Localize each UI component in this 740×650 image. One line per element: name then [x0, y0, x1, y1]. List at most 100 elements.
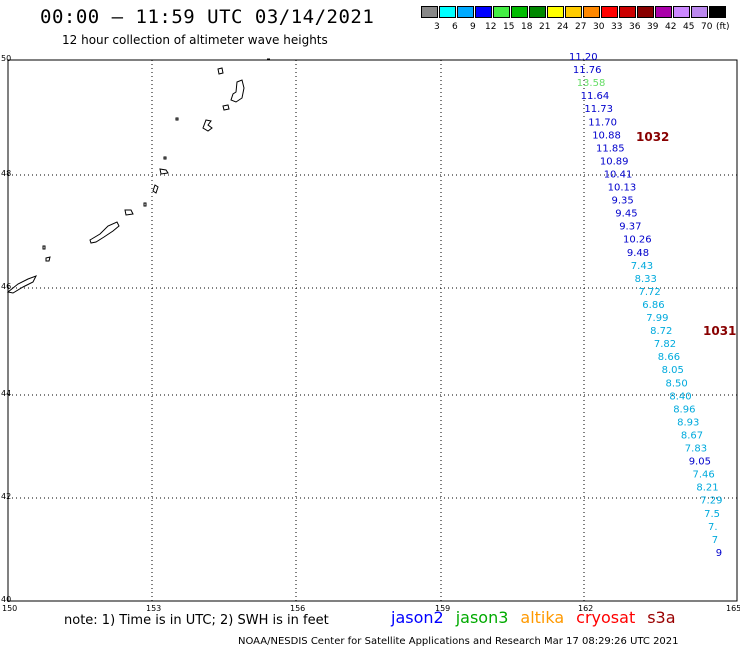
legend-swatch [421, 6, 438, 18]
wave-height-value: 11.64 [581, 91, 610, 102]
legend-label: 3 [434, 22, 440, 32]
longitude-label: 162 [578, 604, 593, 613]
legend-label: 39 [647, 22, 659, 32]
legend-label: 27 [575, 22, 587, 32]
longitude-label: 165 [726, 604, 740, 613]
legend-label: 45 [683, 22, 695, 32]
wave-height-value: 7.82 [654, 339, 676, 350]
latitude-label: 46 [1, 282, 11, 291]
wave-height-value: 7 [712, 535, 718, 546]
legend-label: 21 [539, 22, 551, 32]
legend-label: 30 [593, 22, 605, 32]
coast-island-7 [159, 168, 169, 175]
wave-height-value: 9.35 [612, 196, 634, 207]
legend-swatch [709, 6, 726, 18]
legend-swatch [457, 6, 474, 18]
legend-swatch [673, 6, 690, 18]
wave-height-value: 10.13 [608, 183, 637, 194]
map-title: 00:00 – 11:59 UTC 03/14/2021 [40, 6, 375, 28]
wave-height-value: 8.72 [650, 326, 672, 337]
coast-island-6 [163, 156, 167, 160]
mission-label: altika [520, 608, 565, 627]
coast-island-5 [175, 117, 179, 121]
color-legend: 3 6 9 12 15 18 21 24 27 30 33 36 39 42 45 70 (ft) [421, 6, 731, 36]
wave-height-value: 13.58 [577, 78, 606, 89]
coast-hokkaido-tip [6, 275, 38, 294]
wave-height-value: 8.33 [635, 274, 657, 285]
wave-height-value: 7.99 [646, 313, 668, 324]
legend-swatch [511, 6, 528, 18]
coast-island-11 [89, 221, 120, 244]
wave-height-value: 8.50 [666, 378, 688, 389]
wave-height-value: 11.76 [573, 65, 602, 76]
latitude-label: 50 [1, 54, 11, 63]
mission-label: jason2 [391, 608, 444, 627]
wave-height-value: 11.20 [569, 52, 598, 63]
wave-height-value: 10.26 [623, 235, 652, 246]
latitude-label: 48 [1, 169, 11, 178]
wave-height-value: 10.88 [592, 130, 621, 141]
longitude-label: 150 [2, 604, 17, 613]
coastline-kuril-islands [6, 58, 270, 294]
latitude-label: 44 [1, 389, 11, 398]
wave-height-value: 8.67 [681, 431, 703, 442]
longitude-label: 156 [290, 604, 305, 613]
wave-height-value: 9.48 [627, 248, 649, 259]
wave-height-value: 7.43 [631, 261, 653, 272]
coast-island-10 [124, 209, 134, 216]
wave-height-value: 11.85 [596, 143, 625, 154]
wave-height-value: 10.41 [604, 169, 633, 180]
legend-unit: (ft) [716, 22, 730, 32]
pressure-label: 1031 [703, 324, 736, 338]
longitude-label: 153 [146, 604, 161, 613]
wave-height-value: 9.05 [689, 457, 711, 468]
legend-swatch [655, 6, 672, 18]
wave-height-value: 9 [716, 548, 722, 559]
coast-island-2 [230, 79, 245, 103]
wave-height-value: 8.40 [669, 391, 691, 402]
legend-label: 42 [665, 22, 677, 32]
wave-height-value: 7. [708, 522, 718, 533]
legend-label: 9 [470, 22, 476, 32]
wave-height-value: 7.46 [693, 470, 715, 481]
legend-label: 6 [452, 22, 458, 32]
legend-swatch [547, 6, 564, 18]
wave-height-value: 9.45 [615, 209, 637, 220]
mission-legend: jason2 jason3 altika cryosat s3a [391, 608, 688, 627]
coast-island-8 [152, 184, 159, 194]
legend-swatch [637, 6, 654, 18]
coast-island-3 [222, 104, 230, 111]
wave-height-value: 10.89 [600, 156, 629, 167]
wave-height-value: 7.72 [639, 287, 661, 298]
wave-height-value: 7.29 [700, 496, 722, 507]
altimeter-track: 11.20 11.76 13.58 11.64 11.73 11.70 10.88 11.85… [569, 52, 722, 559]
legend-swatch [529, 6, 546, 18]
credit-line: NOAA/NESDIS Center for Satellite Applica… [238, 636, 679, 647]
legend-swatch [583, 6, 600, 18]
legend-label: 12 [485, 22, 497, 32]
footer-note: note: 1) Time is in UTC; 2) SWH is in fe… [64, 613, 329, 628]
map-frame [7, 59, 738, 602]
wave-height-value: 8.66 [658, 352, 680, 363]
coast-island-1 [217, 67, 224, 75]
wave-height-value: 6.86 [642, 300, 664, 311]
legend-swatch [565, 6, 582, 18]
wave-height-value: 8.96 [673, 404, 695, 415]
pressure-labels: 1032 1031 [636, 130, 736, 338]
legend-swatch [601, 6, 618, 18]
legend-label: 15 [503, 22, 515, 32]
mission-label: jason3 [455, 608, 509, 627]
legend-swatch [439, 6, 456, 18]
mission-label: cryosat [576, 608, 636, 627]
wave-height-value: 7.83 [685, 444, 707, 455]
coast-island-4 [202, 119, 213, 132]
wave-height-value: 11.73 [584, 104, 613, 115]
legend-label: 70 [701, 22, 713, 32]
latitude-label: 40 [1, 595, 11, 604]
wave-height-value: 8.93 [677, 417, 699, 428]
legend-swatch [493, 6, 510, 18]
wave-height-value: 11.70 [588, 117, 617, 128]
wave-height-value: 7.5 [704, 509, 720, 520]
